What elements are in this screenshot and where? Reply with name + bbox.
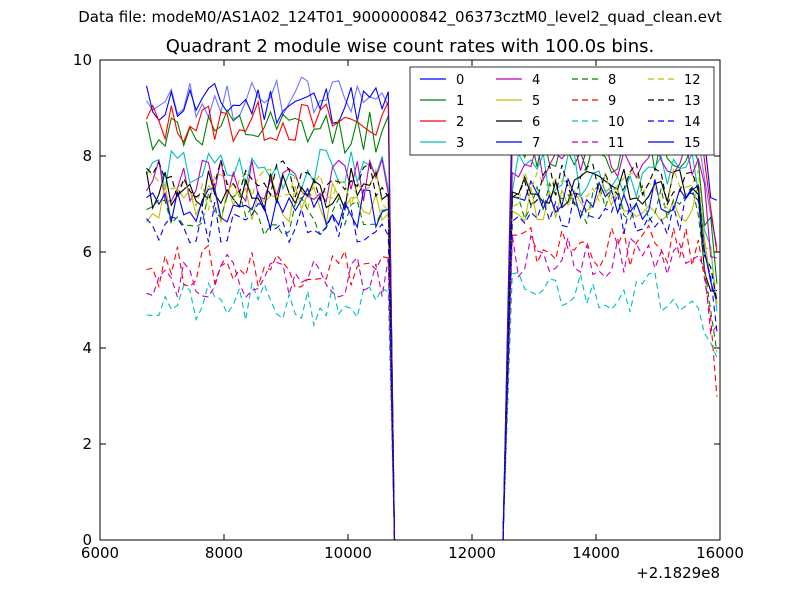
y-tick-label: 8 [82, 147, 92, 165]
figure-suptitle: Data file: modeM0/AS1A02_124T01_90000008… [78, 8, 722, 26]
x-tick-label: 12000 [448, 544, 496, 562]
series-line-6 [145, 167, 717, 540]
series-line-12 [146, 167, 718, 540]
chart-title: Quadrant 2 module wise count rates with … [165, 36, 655, 57]
x-tick-label: 14000 [572, 544, 620, 562]
series-line-13 [146, 158, 718, 540]
legend-label-7: 7 [532, 136, 540, 151]
x-offset-label: +2.1829e8 [636, 564, 720, 582]
series-line-2 [146, 97, 718, 540]
legend-label-1: 1 [456, 94, 464, 109]
x-tick-label: 16000 [696, 544, 744, 562]
axes-frame [99, 59, 721, 541]
y-tick-label: 0 [82, 531, 92, 549]
series-line-8 [146, 181, 718, 540]
series-line-1 [145, 109, 718, 540]
legend-label-5: 5 [532, 94, 540, 109]
legend-label-15: 15 [684, 136, 701, 151]
legend-box [409, 66, 715, 156]
y-tick-label: 10 [73, 51, 92, 69]
legend-label-10: 10 [608, 115, 625, 130]
x-tick-label: 6000 [81, 544, 119, 562]
legend-label-14: 14 [684, 115, 701, 130]
legend-label-2: 2 [456, 115, 464, 130]
y-tick-label: 4 [82, 339, 92, 357]
series-line-5 [146, 181, 718, 540]
y-tick-label: 2 [82, 435, 92, 453]
legend-label-6: 6 [532, 115, 540, 130]
series-line-14 [146, 192, 718, 540]
series-line-4 [146, 137, 718, 540]
legend-label-4: 4 [532, 73, 540, 88]
legend-label-12: 12 [684, 73, 701, 88]
series-line-11 [146, 234, 718, 540]
legend-label-8: 8 [608, 73, 616, 88]
legend-label-0: 0 [456, 73, 464, 88]
legend-label-3: 3 [456, 136, 464, 151]
legend-label-13: 13 [684, 94, 701, 109]
series-line-9 [146, 224, 718, 540]
y-tick-label: 6 [82, 243, 92, 261]
x-tick-label: 8000 [205, 544, 243, 562]
legend-label-11: 11 [608, 136, 625, 151]
series-line-7 [146, 177, 718, 540]
series-line-10 [146, 271, 718, 540]
x-tick-label: 10000 [324, 544, 372, 562]
legend-label-9: 9 [608, 94, 616, 109]
